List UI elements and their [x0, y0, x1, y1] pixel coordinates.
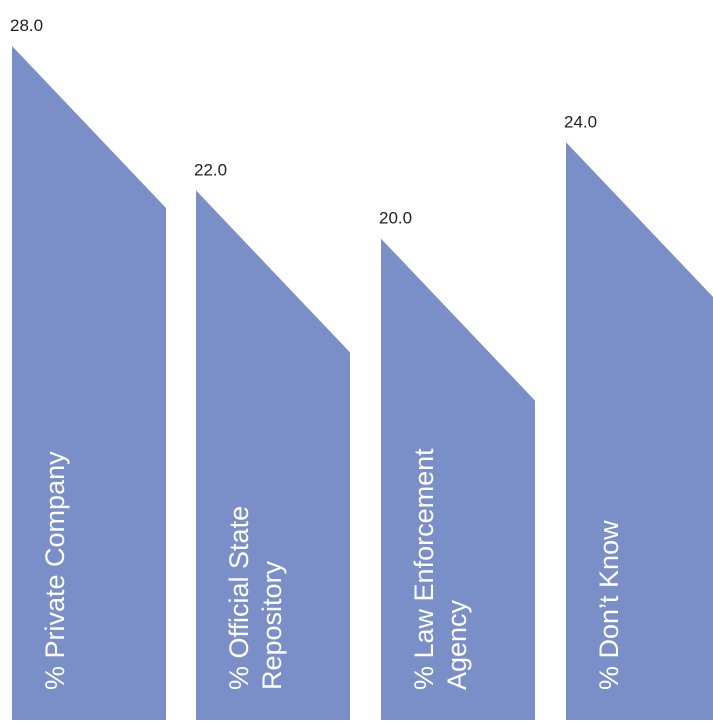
value-label-3: 20.0 [379, 209, 412, 228]
bars-layer [12, 46, 713, 721]
category-label-line: Repository [257, 560, 287, 690]
bar-2 [196, 190, 350, 720]
category-label-3: % Law Enforcement Agency [409, 448, 472, 690]
category-label-line: % Private Company [40, 451, 70, 690]
category-label-line: % Official State [224, 506, 254, 690]
category-label-line: % Don’t Know [594, 520, 624, 690]
bar-4 [566, 142, 713, 720]
category-label-line: Agency [442, 599, 472, 690]
value-label-1: 28.0 [10, 16, 43, 35]
bar-3 [381, 238, 535, 721]
value-label-4: 24.0 [564, 112, 597, 131]
category-label-4: % Don’t Know [594, 520, 624, 690]
labels-layer: 28.0 % Private Company 22.0 % Official Stat… [10, 16, 624, 690]
bar-1 [12, 46, 166, 720]
category-label-2: % Official State Repository [224, 506, 287, 690]
value-label-2: 22.0 [194, 160, 227, 179]
category-label-1: % Private Company [40, 451, 70, 690]
category-label-line: % Law Enforcement [409, 448, 439, 690]
